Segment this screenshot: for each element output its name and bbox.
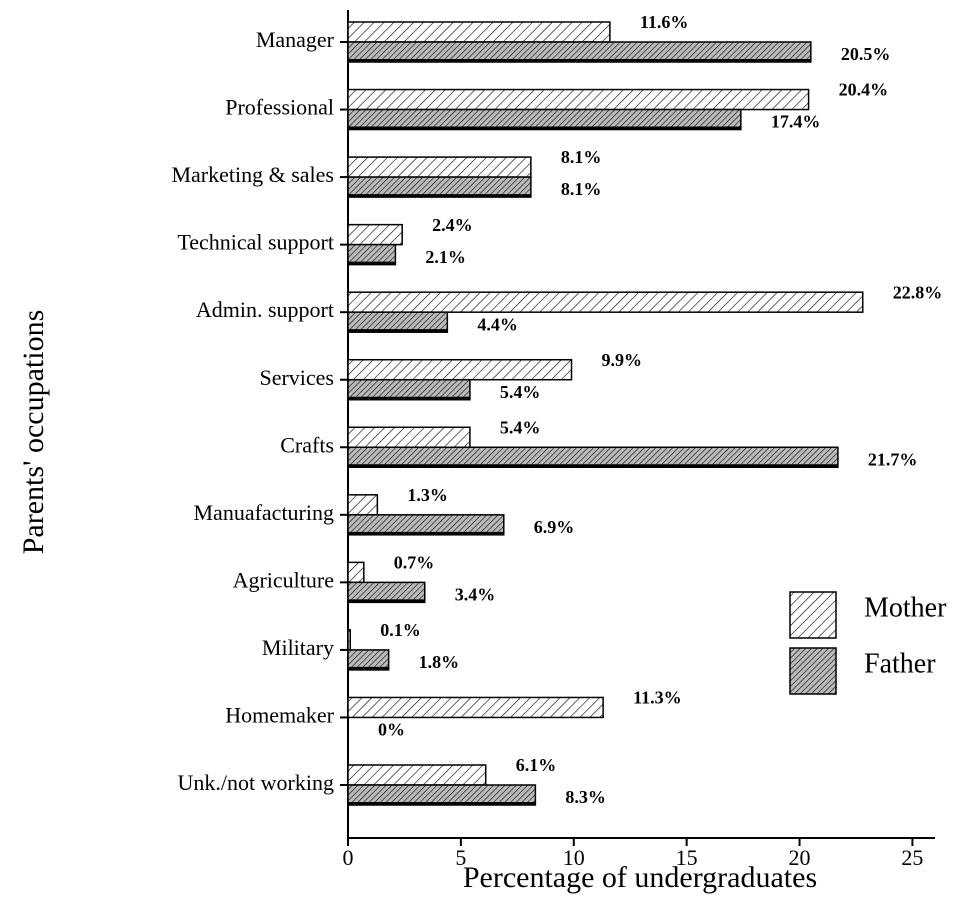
value-label: 21.7% (868, 449, 918, 469)
x-tick-label: 5 (455, 845, 466, 870)
x-tick-label: 25 (901, 845, 923, 870)
y-axis-title: Parents' occupations (17, 310, 50, 555)
y-tick-label: Manager (256, 27, 335, 52)
value-label: 20.4% (839, 80, 889, 100)
y-tick-label: Services (259, 365, 334, 390)
y-tick-label: Technical support (177, 230, 334, 255)
bar (347, 696, 604, 719)
y-tick-label: Unk./not working (178, 770, 334, 795)
value-label: 4.4% (477, 314, 518, 334)
x-tick-label: 20 (789, 845, 811, 870)
value-label: 9.9% (602, 350, 643, 370)
y-tick-label: Agriculture (233, 567, 334, 592)
bar (347, 426, 471, 449)
legend-label: Father (864, 648, 936, 679)
x-tick-label: 10 (563, 845, 585, 870)
value-label: 3.4% (455, 584, 496, 604)
legend-label: Mother (864, 592, 947, 623)
value-label: 1.3% (407, 485, 448, 505)
value-label: 2.4% (432, 215, 473, 235)
y-tick-label: Crafts (280, 432, 334, 457)
value-label: 8.1% (561, 179, 602, 199)
value-label: 1.8% (419, 652, 460, 672)
y-tick-label: Homemaker (225, 703, 334, 728)
value-label: 20.5% (841, 44, 891, 64)
legend-swatch (789, 647, 837, 695)
value-label: 8.3% (565, 787, 606, 807)
bar (347, 494, 379, 516)
x-tick-label: 0 (343, 845, 354, 870)
y-tick-label: Military (262, 635, 334, 660)
bar (347, 223, 403, 246)
y-tick-label: Professional (225, 95, 334, 120)
y-tick-label: Manuafacturing (194, 500, 335, 525)
value-label: 0% (378, 720, 405, 740)
legend-swatch (789, 591, 837, 639)
value-label: 5.4% (500, 417, 541, 437)
x-axis-title: Percentage of undergraduates (463, 861, 817, 894)
value-label: 17.4% (771, 112, 821, 132)
bar (347, 291, 864, 313)
value-label: 0.7% (394, 552, 435, 572)
value-label: 0.1% (380, 620, 421, 640)
value-label: 11.3% (633, 688, 682, 708)
bar (347, 358, 573, 381)
value-label: 22.8% (893, 282, 943, 302)
y-tick-label: Marketing & sales (171, 162, 334, 187)
value-label: 11.6% (640, 12, 689, 32)
bar (347, 561, 365, 584)
bar (347, 629, 352, 651)
value-label: 5.4% (500, 382, 541, 402)
value-label: 6.9% (534, 517, 575, 537)
bar (347, 21, 611, 43)
value-label: 8.1% (561, 147, 602, 167)
x-tick-label: 15 (676, 845, 698, 870)
bar (347, 156, 532, 178)
bar (347, 764, 487, 786)
bar (347, 88, 810, 111)
value-label: 2.1% (425, 247, 466, 267)
y-tick-label: Admin. support (196, 297, 334, 322)
value-label: 6.1% (516, 755, 557, 775)
